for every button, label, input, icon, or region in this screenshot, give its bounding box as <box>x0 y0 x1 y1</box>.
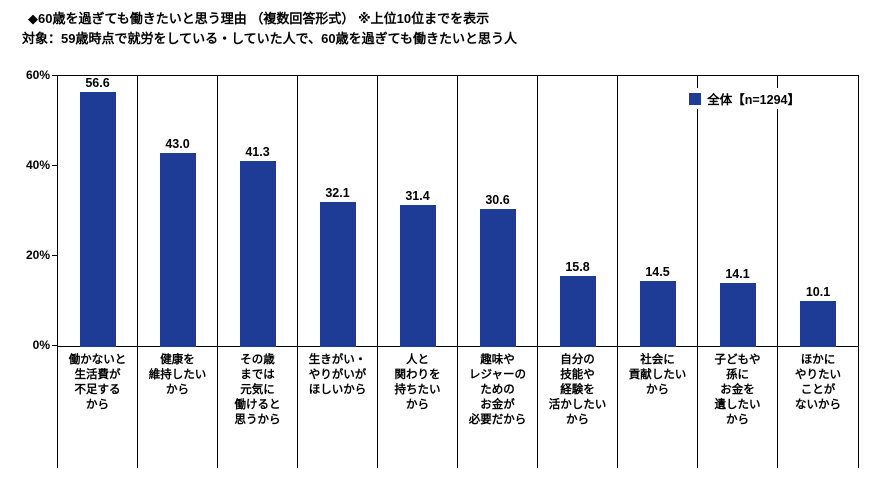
category-label: 生きがい・ やりがいが ほしいから <box>298 346 378 468</box>
bar-value-label: 41.3 <box>245 144 270 159</box>
bar-value-label: 30.6 <box>485 193 510 207</box>
legend-label: 全体【n=1294】 <box>707 93 800 107</box>
y-tick-mark <box>52 255 57 256</box>
category-label: 人と 関わりを 持ちたい から <box>378 346 458 468</box>
bar <box>479 209 516 347</box>
y-tick-mark <box>52 165 57 166</box>
bar-value-label: 14.1 <box>725 267 750 282</box>
y-tick-0: 0% <box>32 338 50 352</box>
y-tick-mark <box>52 345 57 346</box>
category-labels: 働かないと 生活費が 不足する から 健康を 維持したい から その歳 までは 元気に 働けると 思う… <box>57 346 859 468</box>
legend: 全体【n=1294】 <box>686 88 803 109</box>
bar <box>719 283 756 347</box>
y-tick-mark <box>52 75 57 76</box>
y-tick-40: 40% <box>25 158 50 172</box>
category-label: 働かないと 生活費が 不足する から <box>58 346 138 468</box>
bar-column: 32.1 <box>298 76 378 347</box>
bar <box>239 160 276 347</box>
bar-column: 43.0 <box>138 76 218 347</box>
bar-column: 30.6 <box>458 76 538 347</box>
category-label: 子どもや 孫に お金を 遺したい から <box>698 346 778 468</box>
bar-value-label: 14.5 <box>645 265 670 280</box>
chart-subtitle: 対象：59歳時点で就労をしている・していた人で、60歳を過ぎても働きたいと思う人 <box>22 31 517 46</box>
legend-color-swatch-icon <box>689 92 702 105</box>
category-label: ほかに やりたい ことが ないから <box>795 354 841 411</box>
plot-area: 全体【n=1294】 56.6 43.0 41.3 32.1 31.4 30.6 15.8 1… <box>57 75 859 347</box>
bar-column: 14.1 <box>698 76 778 347</box>
category-label: 自分の 技能や 経験を 活かしたい から <box>538 346 618 468</box>
bar-column: 10.1 <box>778 76 858 347</box>
bar-value-label: 32.1 <box>325 186 350 201</box>
bar-column: 31.4 <box>378 76 458 347</box>
bar-value-label: 10.1 <box>805 285 831 300</box>
bar <box>159 153 196 347</box>
category-label: 社会に 貢献したい から <box>618 346 698 468</box>
category-label: 健康を 維持したい から <box>138 346 218 468</box>
y-tick-60: 60% <box>25 68 50 82</box>
bar-value-label: 15.8 <box>565 259 590 274</box>
bar-column: 15.8 <box>538 76 618 347</box>
bar-column: 56.6 <box>58 76 138 347</box>
chart-title: ◆60歳を過ぎても働きたいと思う理由 （複数回答形式） ※上位10位までを表示 <box>28 11 490 26</box>
bar <box>800 301 836 347</box>
bar-column: 14.5 <box>618 76 698 347</box>
y-tick-20: 20% <box>25 248 50 262</box>
category-label: 趣味や レジャーの ための お金が 必要だから <box>458 346 538 468</box>
bar-value-label: 31.4 <box>405 189 430 204</box>
bar <box>559 275 596 347</box>
bar-column: 41.3 <box>218 76 298 347</box>
category-label: その歳 までは 元気に 働けると 思うから <box>218 346 298 468</box>
bar <box>79 92 116 347</box>
bar-value-label: 56.6 <box>85 76 110 90</box>
bar-value-label: 43.0 <box>165 137 190 152</box>
bar <box>399 205 436 347</box>
bar <box>319 202 356 347</box>
bar <box>639 281 676 347</box>
